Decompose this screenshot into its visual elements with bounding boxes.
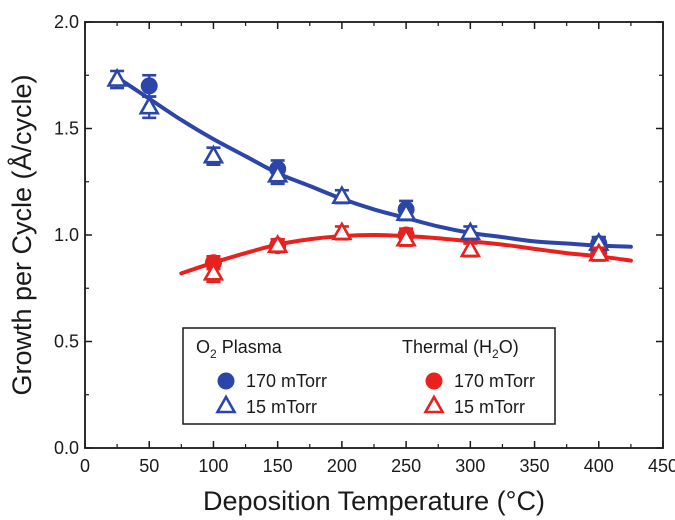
- thermal-triangle-marker: [395, 227, 417, 247]
- legend-thermal-circle-marker: [425, 372, 443, 390]
- plasma-triangle-point: [266, 163, 289, 186]
- plasma-triangle-point: [202, 144, 225, 167]
- x-tick-label: 150: [263, 456, 293, 476]
- thermal-triangle-point: [202, 261, 225, 284]
- x-tick-label: 400: [584, 456, 614, 476]
- x-tick-label: 50: [139, 456, 159, 476]
- thermal-triangle-point: [588, 242, 610, 262]
- y-tick-label: 1.5: [54, 119, 79, 139]
- fit-curves: [115, 75, 633, 276]
- thermal-triangle-point: [395, 227, 417, 247]
- y-axis-title: Growth per Cycle (Å/cycle): [6, 74, 37, 395]
- y-tick-label: 1.0: [54, 225, 79, 245]
- legend-plasma-circle-marker: [217, 372, 235, 390]
- x-tick-label: 250: [391, 456, 421, 476]
- data-points: [106, 67, 610, 284]
- legend-entry-label: 170 mTorr: [246, 371, 327, 391]
- thermal-triangle-point: [331, 221, 353, 241]
- plasma-triangle-marker: [266, 163, 289, 183]
- legend-plasma-triangle-marker: [215, 394, 237, 414]
- legend-entry-label: 15 mTorr: [454, 397, 525, 417]
- x-tick-label: 450: [648, 456, 675, 476]
- y-tick-label: 0.0: [54, 438, 79, 458]
- thermal-triangle-marker: [266, 234, 289, 253]
- y-axis: 0.0 0.5 1.0 1.5 2.0: [54, 12, 663, 458]
- plasma-triangle-point: [395, 202, 417, 222]
- plasma-triangle-marker: [331, 185, 353, 204]
- thermal-triangle-marker: [331, 221, 353, 241]
- x-tick-label: 0: [80, 456, 90, 476]
- legend-box: [182, 327, 556, 425]
- x-tick-label: 200: [327, 456, 357, 476]
- plasma-triangle-point: [138, 95, 160, 120]
- plasma-triangle-point: [106, 67, 128, 90]
- thermal-triangle-marker: [202, 261, 225, 281]
- y-tick-label: 2.0: [54, 12, 79, 32]
- plasma-circle-marker: [140, 77, 158, 95]
- plasma-triangle-marker: [395, 202, 417, 221]
- x-axis-title: Deposition Temperature (°C): [203, 486, 545, 516]
- legend-thermal-heading: Thermal (H2O): [402, 337, 519, 361]
- thermal-triangle-point: [459, 238, 482, 258]
- thermal-triangle-marker: [459, 238, 482, 258]
- legend: O2 Plasma Thermal (H2O) 170 mTorr 15 mTo…: [182, 327, 556, 425]
- thermal-triangle-point: [266, 234, 289, 254]
- legend-plasma-heading: O2 Plasma: [196, 337, 283, 361]
- legend-entry-label: 15 mTorr: [246, 397, 317, 417]
- plasma-triangle-point: [331, 185, 353, 205]
- x-tick-label: 350: [520, 456, 550, 476]
- legend-markers: [215, 372, 445, 414]
- x-tick-label: 100: [198, 456, 228, 476]
- plasma-triangle-marker: [106, 67, 128, 87]
- plasma-fit-curve: [115, 75, 633, 249]
- legend-thermal-triangle-marker: [423, 394, 445, 414]
- y-tick-label: 0.5: [54, 332, 79, 352]
- legend-entry-label: 170 mTorr: [454, 371, 535, 391]
- plasma-triangle-marker: [202, 144, 225, 164]
- plasma-triangle-marker: [138, 95, 160, 115]
- thermal-triangle-marker: [588, 242, 610, 262]
- x-axis: 0 50 100 150 200 250 300 350 400 450: [80, 22, 675, 476]
- x-tick-label: 300: [455, 456, 485, 476]
